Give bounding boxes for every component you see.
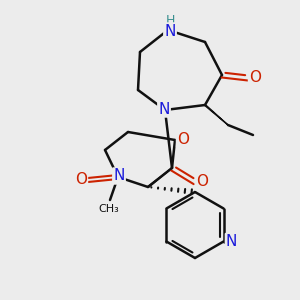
- Text: N: N: [164, 23, 176, 38]
- Text: O: O: [75, 172, 87, 188]
- Text: N: N: [226, 234, 237, 249]
- Polygon shape: [205, 105, 228, 125]
- Text: O: O: [249, 70, 261, 86]
- Text: N: N: [113, 169, 125, 184]
- Text: N: N: [158, 101, 170, 116]
- Text: CH₃: CH₃: [99, 204, 119, 214]
- Text: O: O: [196, 175, 208, 190]
- Text: O: O: [177, 131, 189, 146]
- Polygon shape: [148, 168, 172, 188]
- Text: H: H: [165, 14, 175, 26]
